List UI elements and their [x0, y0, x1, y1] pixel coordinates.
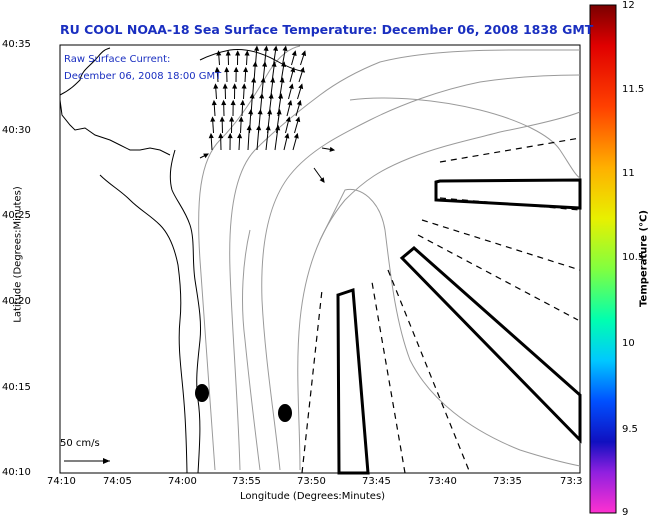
current-vector-head	[288, 83, 294, 90]
current-vector-head	[240, 99, 246, 106]
x-tick: 74:10	[47, 476, 76, 487]
current-vector-head	[299, 66, 305, 73]
current-vector-head	[298, 83, 304, 90]
current-vector-head	[211, 99, 217, 106]
colorbar-label: Temperature (°C)	[638, 210, 650, 307]
x-axis-label: Longitude (Degrees:Minutes)	[240, 491, 386, 502]
current-vector-head	[233, 66, 239, 73]
bathymetry-contours	[198, 45, 581, 471]
y-tick: 40:30	[2, 125, 31, 136]
current-vector-head	[290, 66, 296, 73]
colorbar-tick: 10	[622, 338, 635, 349]
x-tick: 73:35	[493, 476, 522, 487]
current-vectors	[199, 45, 336, 183]
current-vector-head	[235, 50, 241, 56]
current-vector-head	[284, 132, 290, 139]
x-tick: 73:50	[297, 476, 326, 487]
current-vector-head	[287, 99, 293, 106]
coastline	[59, 47, 306, 474]
current-vector-head	[263, 45, 269, 51]
colorbar-tick: 9	[622, 507, 629, 518]
scale-label: 50 cm/s	[60, 438, 100, 449]
scale-arrow	[64, 458, 110, 464]
current-vector-head	[221, 99, 227, 106]
current-vector-head	[295, 116, 301, 123]
current-vector-head	[285, 116, 291, 123]
current-legend-label: Raw Surface Current:	[64, 54, 171, 65]
current-vector-head	[301, 50, 307, 57]
current-vector-head	[293, 132, 299, 139]
mooring-marker-2	[278, 404, 292, 422]
x-tick: 74:00	[168, 476, 197, 487]
current-vector-head	[291, 50, 297, 57]
current-vector-head	[214, 66, 220, 73]
restricted-areas	[336, 178, 582, 475]
current-vector-head	[227, 132, 233, 139]
current-vector-head	[243, 66, 249, 73]
colorbar-tick: 12	[622, 0, 635, 11]
current-vector-head	[329, 146, 336, 152]
current-vector-head	[254, 45, 260, 51]
current-vector-head	[230, 99, 236, 106]
current-vector-head	[238, 116, 244, 122]
colorbar-tick: 9.5	[622, 424, 638, 435]
y-tick: 40:20	[2, 296, 31, 307]
current-vector-head	[225, 50, 231, 56]
colorbar-tick: 11	[622, 168, 635, 179]
x-tick: 74:05	[103, 476, 132, 487]
y-tick: 40:15	[2, 382, 31, 393]
current-vector-head	[244, 50, 250, 56]
current-vector-head	[282, 45, 288, 52]
x-tick: 73:55	[232, 476, 261, 487]
dashed-boundaries	[301, 137, 581, 474]
current-vector-head	[241, 83, 247, 89]
y-tick: 40:10	[2, 467, 31, 478]
colorbar-tick: 11.5	[622, 84, 645, 95]
current-vector-head	[203, 153, 210, 159]
current-vector-head	[237, 132, 243, 139]
current-vector-head	[213, 83, 219, 89]
plot-frame	[59, 44, 581, 474]
current-vector-head	[319, 177, 325, 183]
current-vector-head	[232, 83, 238, 89]
current-vector-head	[273, 45, 279, 52]
current-vector-head	[222, 83, 228, 89]
current-vector-head	[296, 99, 302, 106]
x-tick: 73:3	[560, 476, 583, 487]
colorbar	[589, 4, 617, 514]
current-vector-head	[219, 116, 225, 122]
current-vector-head	[224, 66, 230, 73]
y-tick: 40:25	[2, 210, 31, 221]
x-tick: 73:45	[362, 476, 391, 487]
current-vector-head	[218, 132, 224, 139]
map-title: RU COOL NOAA-18 Sea Surface Temperature:…	[60, 22, 594, 37]
colorbar-tick: 10.5	[622, 252, 645, 263]
mooring-marker-1	[195, 384, 209, 402]
current-vector-head	[210, 116, 216, 122]
current-vector-head	[208, 132, 214, 139]
current-vector-head	[216, 50, 222, 56]
y-tick: 40:35	[2, 39, 31, 50]
x-tick: 73:40	[428, 476, 457, 487]
current-vector-head	[229, 116, 235, 122]
current-legend-time: December 06, 2008 18:00 GMT	[64, 71, 222, 82]
